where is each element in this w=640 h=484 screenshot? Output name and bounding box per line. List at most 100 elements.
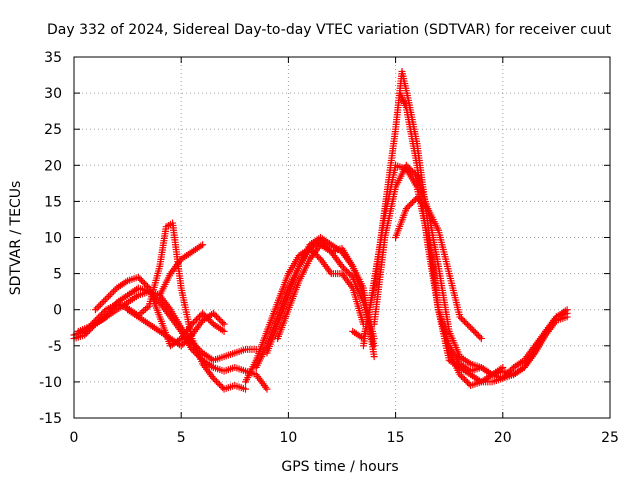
data-point bbox=[220, 320, 228, 328]
data-point bbox=[191, 317, 199, 325]
data-point bbox=[370, 353, 378, 361]
data-point bbox=[220, 327, 228, 335]
data-point bbox=[462, 377, 470, 385]
data-point bbox=[193, 350, 201, 358]
data-point bbox=[464, 321, 472, 329]
data-point bbox=[263, 385, 271, 393]
data-point bbox=[456, 313, 464, 321]
data-point bbox=[470, 327, 478, 335]
data-point bbox=[212, 312, 220, 320]
data-point bbox=[464, 378, 472, 386]
data-point bbox=[182, 337, 190, 345]
data-point bbox=[214, 314, 222, 322]
data-point bbox=[188, 320, 196, 328]
data-point bbox=[189, 347, 197, 355]
data-point bbox=[101, 296, 109, 304]
data-point bbox=[91, 306, 99, 314]
data-point bbox=[413, 194, 421, 202]
data-point bbox=[191, 349, 199, 357]
data-point bbox=[100, 297, 108, 305]
data-point bbox=[563, 306, 571, 314]
data-point bbox=[98, 299, 106, 307]
data-point bbox=[459, 316, 467, 324]
data-point bbox=[461, 375, 469, 383]
data-point bbox=[179, 340, 187, 348]
data-point bbox=[340, 264, 348, 272]
x-tick-label: 25 bbox=[601, 430, 619, 446]
data-point bbox=[457, 372, 465, 380]
x-axis-title: GPS time / hours bbox=[281, 459, 398, 475]
data-point bbox=[81, 331, 89, 339]
data-point bbox=[338, 262, 346, 270]
series-track-14 bbox=[392, 194, 485, 343]
data-point bbox=[141, 305, 149, 313]
data-point bbox=[93, 304, 101, 312]
data-point bbox=[211, 376, 219, 384]
y-tick-label: 35 bbox=[44, 50, 62, 66]
data-point bbox=[136, 275, 144, 283]
data-point bbox=[476, 333, 484, 341]
data-point bbox=[343, 267, 351, 275]
data-point bbox=[188, 345, 196, 353]
data-point bbox=[134, 273, 142, 281]
data-point bbox=[110, 287, 118, 295]
data-point bbox=[477, 335, 485, 343]
data-point bbox=[407, 166, 415, 174]
data-point bbox=[242, 385, 250, 393]
data-point bbox=[459, 374, 467, 382]
series-track-5 bbox=[156, 241, 207, 299]
y-tick-label: 30 bbox=[44, 86, 62, 102]
data-point bbox=[193, 315, 201, 323]
data-point bbox=[456, 371, 464, 379]
data-point bbox=[410, 197, 418, 205]
data-point bbox=[211, 311, 219, 319]
data-point bbox=[137, 276, 145, 284]
y-tick-label: -15 bbox=[39, 411, 62, 427]
y-tick-label: 10 bbox=[44, 231, 62, 247]
y-tick-label: 25 bbox=[44, 122, 62, 138]
data-point bbox=[196, 353, 204, 361]
axis-ticks: 0 5 10 15 20 25 -15 -10 -5 0 5 10 15 20 25 30 35 bbox=[39, 50, 619, 446]
data-point bbox=[219, 319, 227, 327]
data-point bbox=[191, 341, 199, 349]
data-point bbox=[402, 161, 410, 169]
data-point bbox=[404, 163, 412, 171]
data-point bbox=[84, 328, 92, 336]
x-tick-label: 10 bbox=[279, 430, 297, 446]
data-point bbox=[194, 344, 202, 352]
series-track-3 bbox=[74, 288, 260, 364]
data-points bbox=[70, 67, 571, 393]
data-point bbox=[139, 278, 147, 286]
data-point bbox=[185, 334, 193, 342]
data-point bbox=[457, 314, 465, 322]
data-point bbox=[217, 382, 225, 390]
chart-title: Day 332 of 2024, Sidereal Day-to-day VTE… bbox=[47, 22, 612, 38]
data-point bbox=[474, 331, 482, 339]
data-point bbox=[217, 317, 225, 325]
data-point bbox=[214, 379, 222, 387]
series-track-4 bbox=[91, 273, 228, 350]
series-track-15 bbox=[396, 89, 571, 382]
data-point bbox=[405, 202, 413, 210]
data-point bbox=[105, 292, 113, 300]
data-point bbox=[405, 164, 413, 172]
data-point bbox=[98, 310, 106, 318]
x-tick-label: 5 bbox=[177, 430, 186, 446]
y-tick-label: 15 bbox=[44, 194, 62, 210]
x-tick-label: 0 bbox=[70, 430, 79, 446]
data-point bbox=[404, 203, 412, 211]
x-tick-label: 15 bbox=[387, 430, 405, 446]
data-point bbox=[344, 269, 352, 277]
data-point bbox=[194, 352, 202, 360]
data-point bbox=[215, 380, 223, 388]
data-point bbox=[462, 319, 470, 327]
data-point bbox=[196, 346, 204, 354]
y-axis-title: SDTVAR / TECUs bbox=[8, 181, 24, 296]
series-track-6 bbox=[124, 306, 228, 350]
data-point bbox=[180, 339, 188, 347]
data-point bbox=[140, 307, 148, 315]
data-point bbox=[461, 318, 469, 326]
data-point bbox=[209, 374, 217, 382]
